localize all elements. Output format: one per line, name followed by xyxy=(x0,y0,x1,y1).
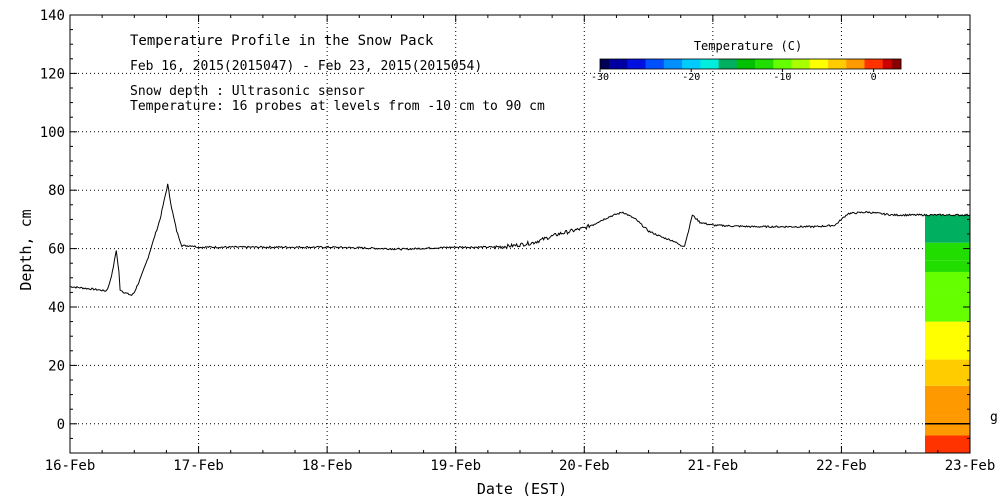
colorbar-tick-label: -10 xyxy=(773,72,791,83)
colorbar-segment xyxy=(700,59,719,69)
temperature-band xyxy=(925,321,970,360)
y-tick-label: 100 xyxy=(40,125,65,141)
y-tick-label: 80 xyxy=(48,183,65,199)
temperature-band xyxy=(925,385,970,416)
y-tick-label: 60 xyxy=(48,242,65,258)
x-tick-label: 18-Feb xyxy=(302,458,353,474)
colorbar-tick-label: -30 xyxy=(591,72,609,83)
x-tick-label: 23-Feb xyxy=(945,458,996,474)
axis-ticks: 16-Feb 17-Feb 18-Feb 19-Feb 20-Feb 21-Feb 22-F… xyxy=(40,8,996,474)
temperature-band xyxy=(925,215,970,243)
colorbar-segment xyxy=(846,59,865,69)
chart-subtitle: Feb 16, 2015(2015047) - Feb 23, 2015(201… xyxy=(130,59,482,74)
temperature-profile xyxy=(925,215,970,453)
colorbar-frame xyxy=(599,58,902,70)
colorbar-segment xyxy=(682,59,701,69)
colorbar-segment xyxy=(755,59,774,69)
colorbar-segment xyxy=(718,59,738,69)
y-axis-label: Depth, cm xyxy=(17,209,35,290)
snow-depth-line xyxy=(70,183,971,297)
x-axis-label: Date (EST) xyxy=(477,480,567,498)
temperature-band xyxy=(925,260,970,272)
colorbar-segment xyxy=(736,59,756,69)
colorbar-segment xyxy=(828,59,847,69)
right-margin-label: g xyxy=(990,410,998,425)
colorbar-segment xyxy=(891,59,902,69)
colorbar-segment xyxy=(627,59,646,69)
y-tick-label: 20 xyxy=(48,358,65,374)
info-line-snow-depth: Snow depth : Ultrasonic sensor xyxy=(130,84,365,99)
x-tick-label: 19-Feb xyxy=(430,458,481,474)
colorbar-segment xyxy=(773,59,792,69)
x-tick-label: 20-Feb xyxy=(559,458,610,474)
x-tick-label: 17-Feb xyxy=(173,458,224,474)
colorbar-segment xyxy=(882,59,893,69)
info-line-temperature: Temperature: 16 probes at levels from -1… xyxy=(130,99,545,114)
colorbar-segment xyxy=(645,59,665,69)
x-tick-label: 21-Feb xyxy=(688,458,739,474)
temperature-band xyxy=(925,242,970,261)
y-tick-label: 40 xyxy=(48,300,65,316)
colorbar-segment xyxy=(663,59,683,69)
y-tick-label: 140 xyxy=(40,8,65,24)
snow-depth-series xyxy=(70,183,971,297)
chart-title: Temperature Profile in the Snow Pack xyxy=(130,33,434,49)
colorbar-title: Temperature (C) xyxy=(694,39,802,53)
colorbar-segment xyxy=(600,59,610,69)
colorbar-tick-label: -20 xyxy=(682,72,700,83)
colorbar-segment xyxy=(791,59,811,69)
plot-frame xyxy=(69,14,971,454)
y-tick-label: 120 xyxy=(40,66,65,82)
colorbar-segment xyxy=(609,59,628,69)
temperature-band xyxy=(925,435,970,453)
colorbar-segment xyxy=(864,59,884,69)
colorbar-tick-label: 0 xyxy=(871,72,877,83)
x-tick-label: 16-Feb xyxy=(45,458,96,474)
colorbar-segment xyxy=(809,59,829,69)
colorbar: Temperature (C) -30 -20 -10 0 xyxy=(591,39,902,83)
temperature-band xyxy=(925,289,970,322)
temperature-band xyxy=(925,271,970,290)
y-tick-label: 0 xyxy=(57,417,65,433)
x-tick-label: 22-Feb xyxy=(816,458,867,474)
grid-lines xyxy=(70,15,970,453)
temperature-band xyxy=(925,415,970,436)
temperature-band xyxy=(925,359,970,386)
axes xyxy=(69,14,971,454)
